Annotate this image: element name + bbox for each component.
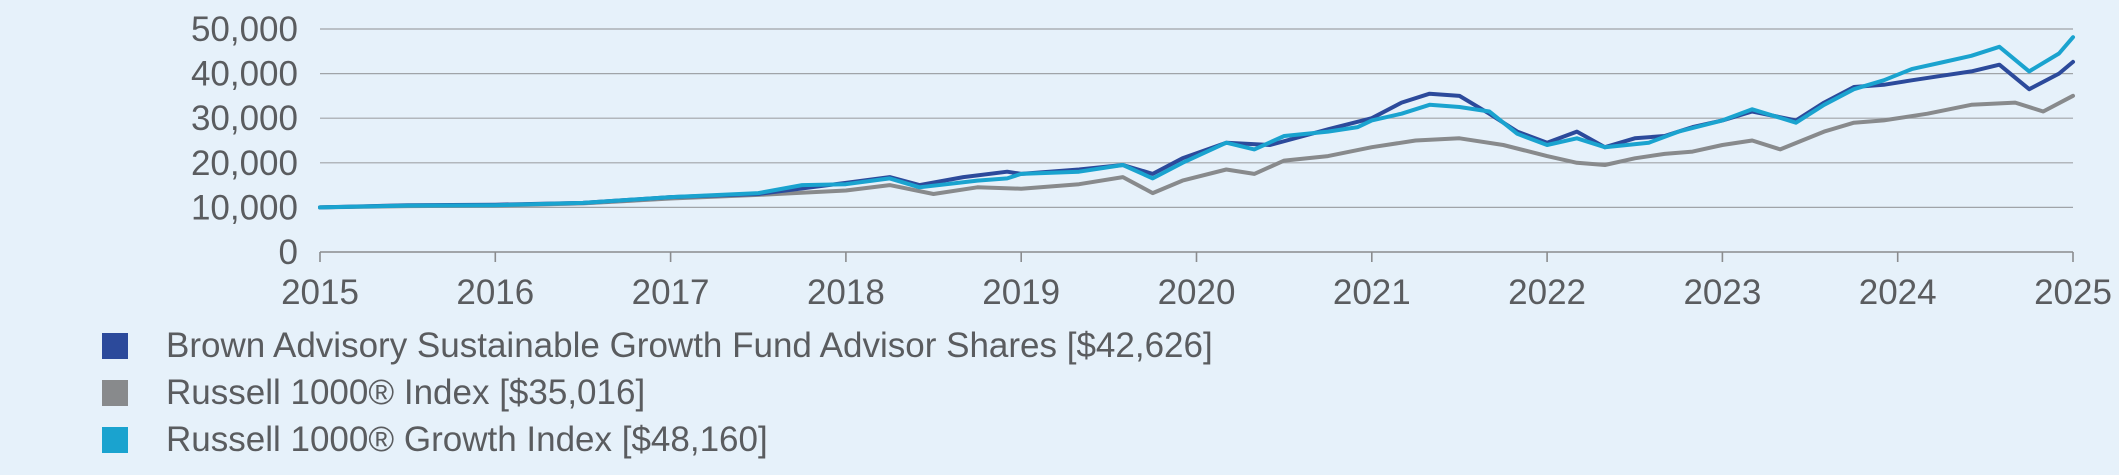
y-tick-label: 30,000 [191, 99, 298, 138]
legend-swatch-fund [102, 332, 128, 359]
legend-item-russell-1000-growth: Russell 1000® Growth Index [$48,160] [102, 416, 1213, 463]
x-tick-label: 2017 [632, 273, 710, 312]
series-line-0 [318, 59, 2075, 210]
x-tick-label: 2021 [1333, 273, 1411, 312]
x-tick-label: 2020 [1158, 273, 1236, 312]
legend-swatch-russell-1000 [102, 379, 128, 406]
y-tick-label: 40,000 [191, 55, 298, 94]
x-tick-label: 2018 [807, 273, 885, 312]
y-tick-label: 0 [279, 233, 298, 272]
legend-label-fund: Brown Advisory Sustainable Growth Fund A… [166, 326, 1213, 365]
x-tick-label: 2015 [281, 273, 359, 312]
x-tick-label: 2024 [1859, 273, 1937, 312]
y-tick-label: 50,000 [191, 10, 298, 49]
legend: Brown Advisory Sustainable Growth Fund A… [102, 322, 1213, 463]
x-tick-label: 2022 [1508, 273, 1586, 312]
legend-item-russell-1000: Russell 1000® Index [$35,016] [102, 369, 1213, 416]
line-chart: 0 10,000 20,000 30,000 40,000 50,000 2015 2016… [191, 10, 2112, 312]
gridlines [320, 28, 2073, 253]
y-tick-label: 20,000 [191, 144, 298, 183]
legend-item-fund: Brown Advisory Sustainable Growth Fund A… [102, 322, 1213, 369]
series-line-2 [318, 35, 2075, 210]
y-tick-label: 10,000 [191, 188, 298, 227]
x-tick-label: 2016 [456, 273, 534, 312]
legend-swatch-russell-1000-growth [102, 426, 128, 453]
x-tick-label: 2019 [982, 273, 1060, 312]
x-axis-ticks: 2015 2016 2017 2018 2019 2020 2021 2022 2023 2024… [281, 252, 2112, 312]
legend-label-russell-1000: Russell 1000® Index [$35,016] [166, 373, 646, 412]
y-axis-ticks: 0 10,000 20,000 30,000 40,000 50,000 [191, 10, 298, 272]
series-line-1 [318, 93, 2075, 210]
legend-label-russell-1000-growth: Russell 1000® Growth Index [$48,160] [166, 420, 768, 459]
series-lines [318, 35, 2075, 210]
x-tick-label: 2025 [2034, 273, 2112, 312]
x-tick-label: 2023 [1683, 273, 1761, 312]
